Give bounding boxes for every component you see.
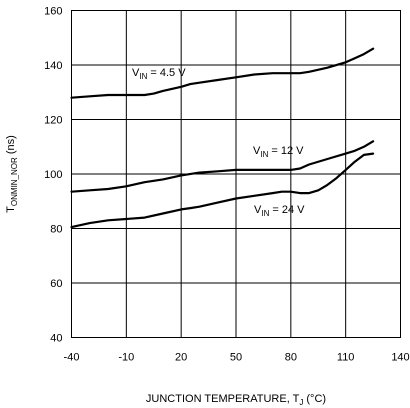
x-tick-label: -10 [118, 352, 134, 364]
plot-frame [71, 10, 401, 338]
series-line-vin-12 [70, 140, 375, 193]
y-tick-label: 100 [44, 169, 62, 181]
x-tick-label: 50 [230, 352, 242, 364]
series-label-vin-24: VIN = 24 V [254, 204, 305, 218]
y-axis-label: TONMIN_NOR (ns) [5, 135, 19, 213]
x-tick-label: -40 [64, 352, 80, 364]
series-line-vin-4-5 [70, 47, 375, 99]
y-tick-label: 40 [50, 333, 62, 345]
y-tick-label: 120 [44, 115, 62, 127]
x-tick-label: 80 [285, 352, 297, 364]
series-curves [70, 47, 375, 229]
series-label-vin-4-5: VIN = 4.5 V [132, 67, 186, 81]
x-axis-label: JUNCTION TEMPERATURE, TJ (°C) [146, 393, 326, 407]
y-tick-label: 140 [44, 60, 62, 72]
x-tick-labels: -40 -10 20 50 80 110 140 [64, 352, 410, 364]
x-tick-label: 20 [175, 352, 187, 364]
series-line-vin-24 [70, 152, 375, 229]
y-tick-labels: 40 60 80 100 120 140 160 [44, 6, 62, 345]
x-tick-label: 140 [391, 352, 409, 364]
series-label-vin-12: VIN = 12 V [253, 145, 304, 159]
x-tick-label: 110 [337, 352, 355, 364]
y-tick-label: 80 [50, 224, 62, 236]
y-tick-label: 160 [44, 6, 62, 18]
y-tick-label: 60 [50, 278, 62, 290]
